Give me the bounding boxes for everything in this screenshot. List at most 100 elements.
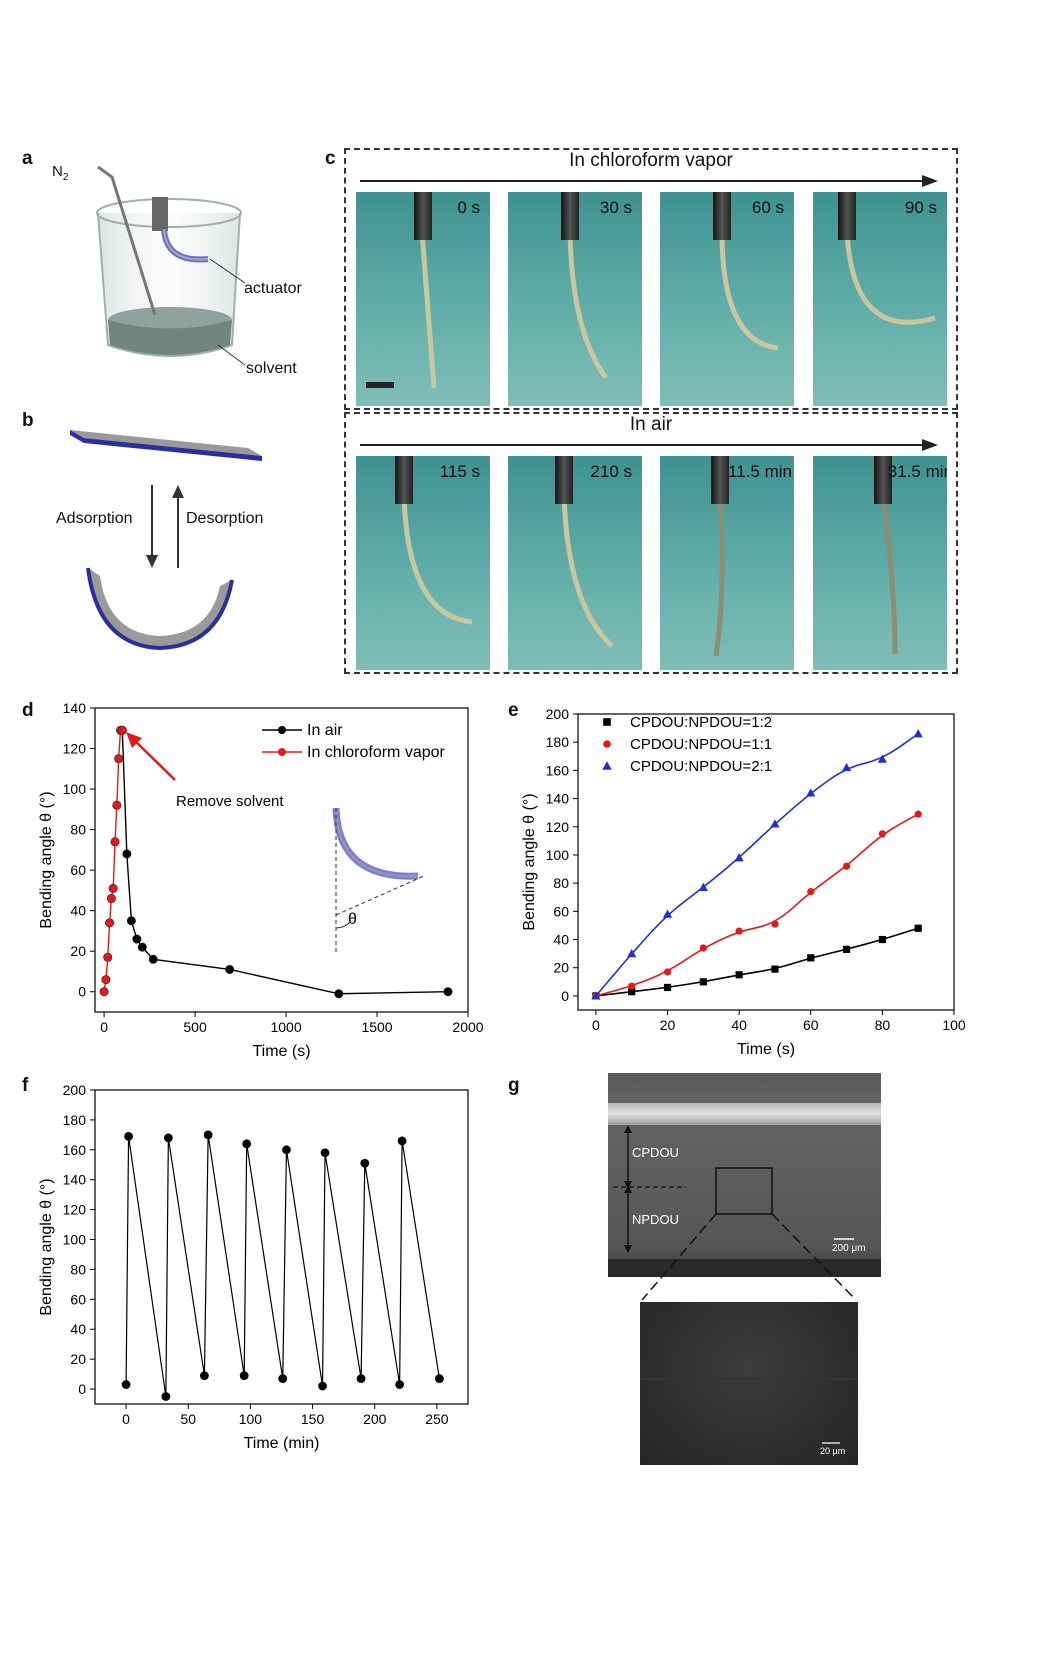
actuator-0s	[419, 231, 437, 389]
y-tick-label: 140	[63, 700, 87, 716]
series-line	[121, 730, 448, 995]
time-label: 0 s	[457, 198, 480, 217]
data-point	[397, 1136, 407, 1146]
x-tick-label: 250	[425, 1411, 449, 1427]
photo-30s: 30 s	[508, 192, 642, 406]
scale-label-200: 200 μm	[832, 1243, 866, 1254]
data-point	[913, 729, 923, 738]
data-point	[627, 949, 637, 958]
data-point	[735, 927, 743, 935]
data-point	[106, 894, 116, 904]
x-tick-label: 0	[100, 1019, 108, 1035]
y-tick-label: 140	[546, 791, 570, 807]
data-point	[334, 989, 344, 999]
plot-frame	[94, 707, 469, 1013]
time-arrow-top	[360, 175, 938, 187]
time-label: 60 s	[751, 198, 784, 217]
photo-60s: 60 s	[660, 192, 794, 406]
plot-frame	[94, 1089, 469, 1405]
x-tick-label: 100	[942, 1017, 966, 1033]
data-point	[203, 1130, 213, 1140]
data-point	[842, 945, 851, 953]
chart-e: 0 20 40 60 80 100 0 20 40 60 80 100 120 140 160 180 200 T…	[521, 706, 966, 1058]
sem-image-cross-section: CPDOU NPDOU 200 μm	[608, 1073, 881, 1277]
y-tick-label: 160	[63, 1142, 87, 1158]
data-point	[161, 1392, 171, 1401]
actuator-30s	[567, 231, 609, 380]
panel-c-frame-bottom	[344, 412, 958, 674]
clamp	[874, 456, 892, 504]
data-point	[122, 849, 132, 859]
data-point	[628, 982, 636, 990]
scale-label-20: 20 μm	[820, 1446, 846, 1456]
solvent-leader	[217, 344, 246, 366]
data-point	[200, 1371, 209, 1380]
x-tick-label: 1000	[270, 1019, 301, 1035]
data-point	[735, 971, 743, 979]
solvent-label: solvent	[246, 360, 297, 377]
data-point	[806, 788, 816, 797]
photo-31-5min: 31.5 min	[813, 456, 947, 670]
clamp	[838, 192, 856, 240]
clamp	[555, 456, 573, 504]
y-tick-label: 100	[63, 781, 87, 797]
data-point	[628, 988, 636, 996]
data-point	[117, 725, 127, 735]
sem-image-zoom: 20 μm	[640, 1302, 858, 1465]
annotation-arrowhead	[126, 732, 142, 748]
clamp	[395, 456, 413, 504]
data-point	[132, 934, 142, 944]
legend-marker	[278, 726, 286, 734]
time-label: 31.5 min	[887, 462, 947, 481]
photo-210s: 210 s	[508, 456, 642, 670]
y-tick-label: 120	[546, 819, 570, 835]
desorption-label: Desorption	[186, 510, 264, 527]
y-tick-label: 180	[63, 1112, 87, 1128]
photo-90s: 90 s	[813, 192, 947, 406]
data-point	[126, 916, 136, 926]
data-point	[356, 1374, 366, 1383]
time-label: 210 s	[590, 462, 632, 481]
adsorption-label: Adsorption	[56, 510, 133, 527]
time-label: 115 s	[439, 462, 480, 481]
bilayer-illustration	[70, 430, 262, 651]
air-title: In air	[629, 414, 673, 435]
scale-bar	[366, 382, 394, 388]
clamp	[561, 192, 579, 240]
y-tick-label: 60	[553, 903, 569, 919]
data-point	[603, 740, 611, 748]
inset-theta-label: θ	[348, 911, 357, 928]
y-tick-label: 40	[553, 932, 569, 948]
data-point	[877, 754, 887, 763]
legend-label: CPDOU:NPDOU=1:2	[630, 714, 772, 731]
legend-marker	[278, 748, 286, 756]
data-point	[395, 1380, 405, 1389]
y-tick-label: 200	[546, 706, 570, 722]
panel-label-f: f	[22, 1075, 29, 1096]
data-point	[435, 1374, 444, 1383]
data-point	[121, 1380, 131, 1389]
flat-strip-top	[70, 430, 262, 456]
panel-label-g: g	[508, 1075, 520, 1096]
plot-frame	[577, 713, 955, 1011]
solvent-body	[108, 320, 232, 355]
chart-f: 0 50 100 150 200 250 0 20 40 60 80 100 120 140 160 180 2…	[38, 1082, 469, 1452]
data-point	[124, 1131, 133, 1141]
x-tick-label: 60	[803, 1017, 819, 1033]
series-line	[125, 1134, 440, 1397]
data-point	[603, 718, 611, 726]
actuator-leader	[209, 258, 246, 284]
panel-label-d: d	[22, 700, 34, 721]
y-tick-label: 100	[546, 847, 570, 863]
y-axis-label: Bending angle θ (°)	[521, 793, 538, 930]
actuator-11-5min	[713, 495, 725, 657]
actuator-60s	[719, 231, 779, 351]
y-tick-label: 140	[63, 1172, 87, 1188]
x-axis-label: Time (min)	[244, 1435, 320, 1452]
clamp-block	[152, 197, 168, 231]
photo-115s: 115 s	[356, 456, 490, 670]
photo-11-5min: 11.5 min	[660, 456, 794, 670]
data-point	[101, 975, 111, 985]
data-point	[360, 1158, 370, 1168]
data-point	[320, 1148, 330, 1158]
